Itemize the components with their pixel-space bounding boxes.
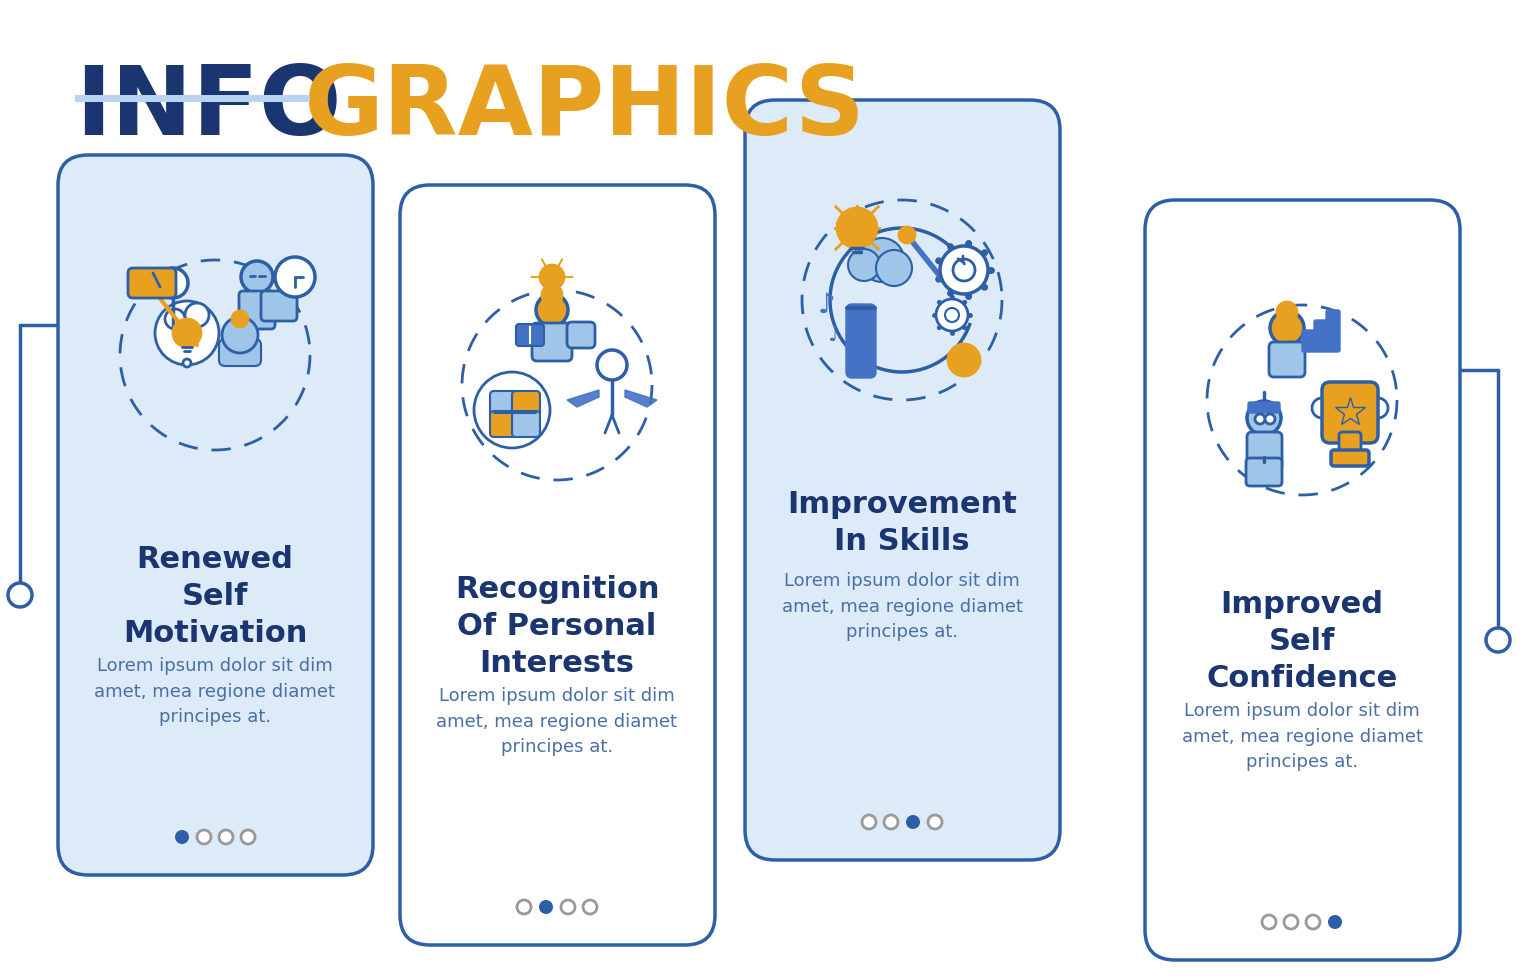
Circle shape [232, 311, 248, 327]
Circle shape [157, 268, 188, 298]
Text: Lorem ipsum dolor sit dim
amet, mea regione diamet
principes at.: Lorem ipsum dolor sit dim amet, mea regi… [436, 687, 677, 757]
Circle shape [185, 303, 209, 327]
Text: INFO: INFO [75, 62, 341, 155]
Circle shape [1271, 311, 1304, 345]
Text: Lorem ipsum dolor sit dim
amet, mea regione diamet
principes at.: Lorem ipsum dolor sit dim amet, mea regi… [95, 657, 335, 726]
FancyBboxPatch shape [1339, 432, 1361, 456]
Circle shape [899, 227, 914, 243]
FancyBboxPatch shape [1246, 458, 1281, 486]
FancyBboxPatch shape [75, 95, 310, 102]
FancyBboxPatch shape [1326, 310, 1339, 352]
Circle shape [1368, 398, 1388, 418]
FancyBboxPatch shape [1248, 402, 1280, 413]
FancyBboxPatch shape [846, 304, 876, 378]
FancyBboxPatch shape [1313, 320, 1329, 352]
Circle shape [1368, 398, 1388, 418]
Circle shape [561, 900, 575, 914]
FancyBboxPatch shape [1323, 382, 1378, 443]
FancyBboxPatch shape [128, 268, 176, 298]
FancyBboxPatch shape [532, 323, 572, 361]
Text: ♩: ♩ [827, 325, 838, 345]
Circle shape [953, 259, 976, 281]
FancyBboxPatch shape [261, 291, 297, 321]
Circle shape [596, 350, 627, 380]
FancyBboxPatch shape [745, 100, 1060, 860]
FancyBboxPatch shape [512, 411, 540, 437]
Text: Lorem ipsum dolor sit dim
amet, mea regione diamet
principes at.: Lorem ipsum dolor sit dim amet, mea regi… [781, 572, 1023, 641]
Circle shape [876, 250, 911, 286]
Circle shape [183, 359, 191, 367]
Circle shape [849, 249, 881, 281]
FancyBboxPatch shape [489, 411, 518, 437]
Circle shape [948, 344, 980, 376]
FancyBboxPatch shape [1269, 342, 1304, 377]
Circle shape [1486, 628, 1511, 652]
Circle shape [242, 830, 255, 844]
Circle shape [1277, 302, 1297, 322]
Circle shape [859, 238, 904, 282]
Circle shape [1284, 915, 1298, 929]
FancyBboxPatch shape [512, 391, 540, 417]
Circle shape [936, 299, 968, 331]
FancyBboxPatch shape [401, 185, 716, 945]
Polygon shape [567, 390, 599, 407]
Circle shape [945, 308, 959, 322]
Circle shape [165, 309, 185, 329]
Circle shape [517, 900, 531, 914]
FancyBboxPatch shape [1145, 200, 1460, 960]
Circle shape [1255, 414, 1264, 424]
Circle shape [1261, 915, 1277, 929]
Circle shape [1264, 414, 1275, 424]
Circle shape [928, 815, 942, 829]
FancyBboxPatch shape [489, 391, 518, 417]
Circle shape [583, 900, 596, 914]
Circle shape [275, 257, 315, 297]
Text: GRAPHICS: GRAPHICS [303, 62, 865, 155]
Circle shape [1248, 401, 1281, 435]
Text: Renewed
Self
Motivation: Renewed Self Motivation [122, 545, 307, 648]
Circle shape [197, 830, 211, 844]
Circle shape [242, 261, 274, 293]
FancyBboxPatch shape [1248, 432, 1281, 470]
Polygon shape [625, 390, 657, 407]
FancyBboxPatch shape [1332, 450, 1368, 466]
Text: ♪: ♪ [818, 291, 836, 319]
Circle shape [1329, 915, 1342, 929]
Circle shape [541, 285, 563, 305]
FancyBboxPatch shape [58, 155, 373, 875]
FancyBboxPatch shape [239, 291, 275, 329]
Circle shape [174, 830, 190, 844]
Circle shape [1312, 398, 1332, 418]
Circle shape [540, 900, 553, 914]
Circle shape [219, 830, 232, 844]
Circle shape [1312, 398, 1332, 418]
Circle shape [474, 372, 550, 448]
Circle shape [154, 301, 219, 365]
Text: Recognition
Of Personal
Interests: Recognition Of Personal Interests [454, 575, 659, 678]
Circle shape [1306, 915, 1320, 929]
Circle shape [222, 317, 258, 353]
Circle shape [540, 265, 564, 289]
Circle shape [537, 294, 567, 326]
FancyBboxPatch shape [1303, 330, 1316, 352]
Circle shape [907, 815, 920, 829]
Circle shape [884, 815, 898, 829]
Circle shape [836, 208, 878, 248]
Text: Improvement
In Skills: Improvement In Skills [787, 490, 1017, 556]
Circle shape [862, 815, 876, 829]
Circle shape [940, 246, 988, 294]
FancyBboxPatch shape [219, 339, 261, 366]
FancyBboxPatch shape [567, 322, 595, 348]
Text: Lorem ipsum dolor sit dim
amet, mea regione diamet
principes at.: Lorem ipsum dolor sit dim amet, mea regi… [1182, 702, 1422, 771]
Text: Improved
Self
Confidence: Improved Self Confidence [1206, 590, 1398, 693]
Circle shape [8, 583, 32, 607]
FancyBboxPatch shape [515, 324, 544, 346]
Circle shape [173, 319, 200, 347]
